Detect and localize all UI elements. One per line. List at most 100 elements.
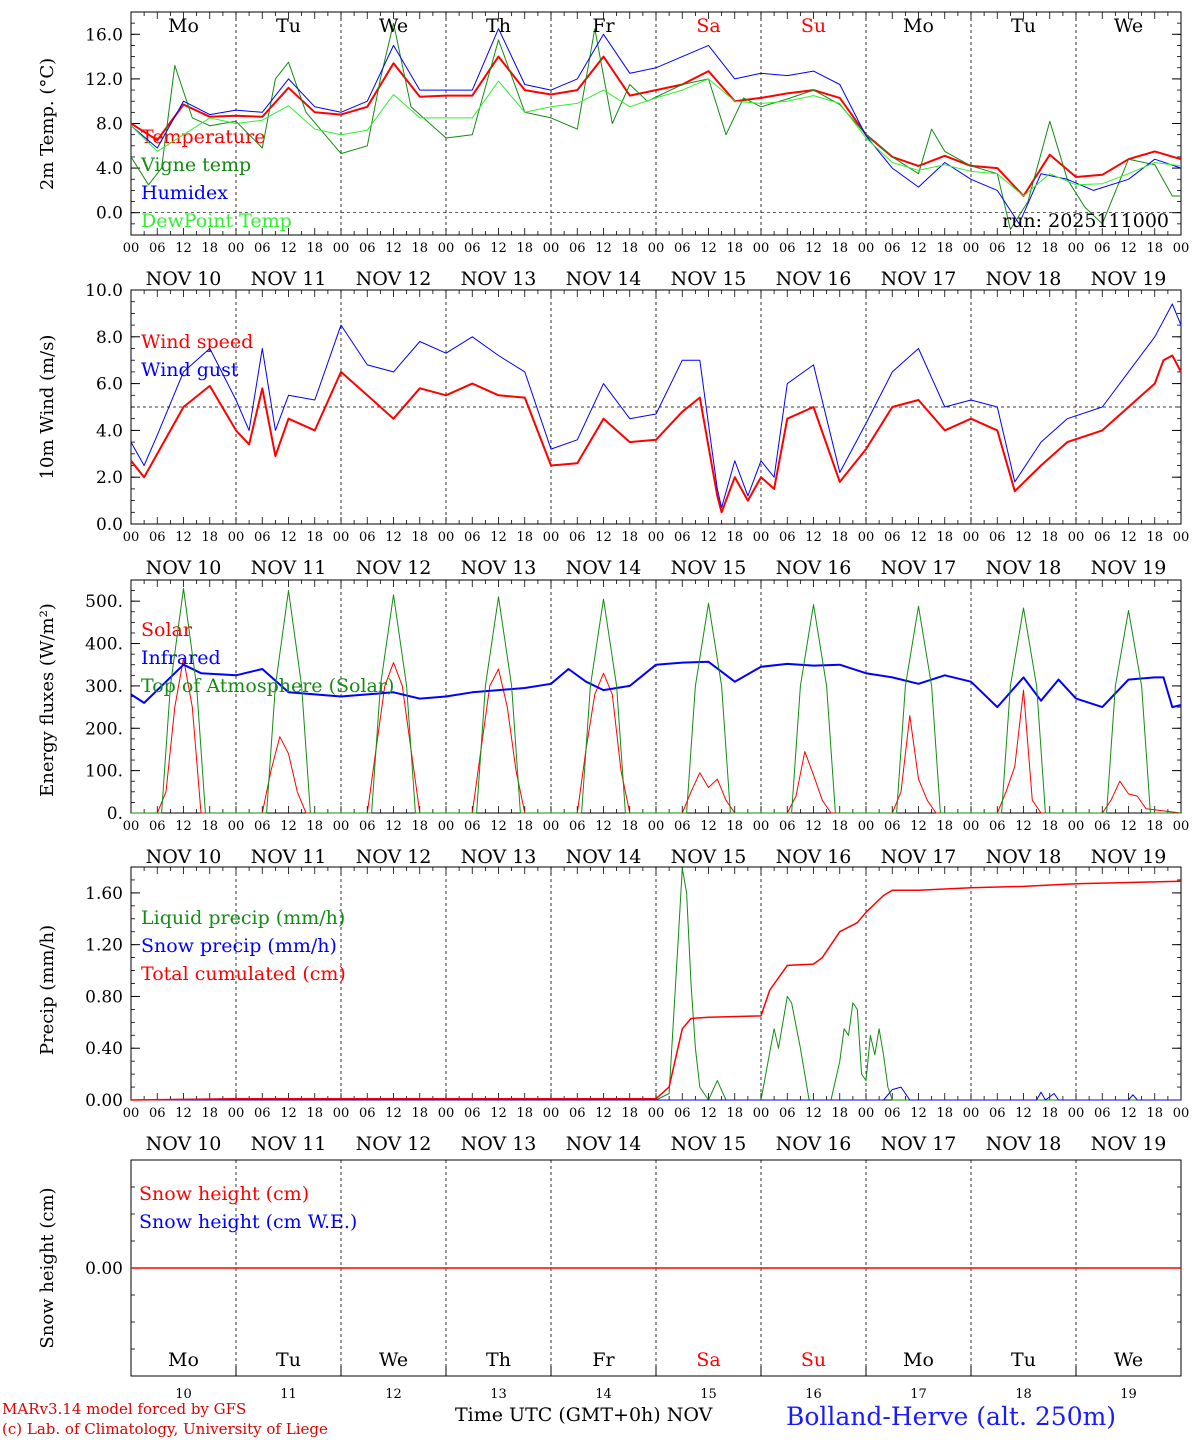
hour-tick-label: 06 [569,819,586,834]
hour-tick-label: 06 [1094,530,1111,545]
hour-tick-label: 12 [595,819,612,834]
hour-tick-label: 06 [674,530,691,545]
y-axis-title: Energy fluxes (W/m²) [37,603,58,797]
hour-tick-label: 00 [1173,530,1190,545]
y-tick-label: 200. [85,719,123,739]
day-number-label: 10 [175,1387,192,1402]
hour-tick-label: 18 [1041,1106,1058,1121]
weekday-label: Mo [168,15,199,37]
date-label: NOV 10 [146,557,222,579]
hour-tick-label: 18 [1146,819,1163,834]
hour-tick-label: 12 [1015,1106,1032,1121]
hour-tick-label: 00 [753,1106,770,1121]
date-label: NOV 18 [986,557,1062,579]
hour-tick-label: 18 [936,241,953,256]
hour-tick-label: 12 [175,819,192,834]
day-number-label: 11 [280,1387,297,1402]
panel-precip: 0.00 0.40 0.80 1.20 1.60 Precip (mm/h) Liquid … [37,866,1189,1155]
weekday-label: Fr [592,1349,615,1371]
weekday-label: Su [801,15,826,37]
hour-tick-label: 06 [989,241,1006,256]
y-axis-title: 10m Wind (m/s) [37,335,58,480]
series-line-energy-2 [131,588,1181,814]
day-number-label: 19 [1120,1387,1137,1402]
hour-tick-label: 00 [543,241,560,256]
panel-wind: 0.0 2.0 4.0 6.0 8.0 10.0 10m Wind (m/s) Wind sp… [37,281,1189,579]
y-tick-label: 400. [85,635,123,655]
y-tick-label: 2.0 [96,468,123,488]
day-number-label: 16 [805,1387,822,1402]
hour-tick-label: 12 [280,241,297,256]
date-label: NOV 14 [566,268,642,290]
hour-tick-label: 18 [516,1106,533,1121]
hour-tick-label: 06 [1094,241,1111,256]
hour-tick-label: 18 [516,241,533,256]
hour-tick-label: 00 [438,819,455,834]
weekday-label: We [1114,15,1143,37]
legend-entry: Wind gust [141,359,239,381]
weekday-label: Tu [276,15,301,37]
date-label: NOV 17 [881,268,957,290]
hour-tick-label: 12 [805,819,822,834]
credit-model: MARv3.14 model forced by GFS [2,1400,247,1418]
hour-tick-label: 00 [333,530,350,545]
hour-tick-label: 06 [359,241,376,256]
date-label: NOV 17 [881,1133,957,1155]
date-label: NOV 14 [566,1133,642,1155]
date-label: NOV 13 [461,1133,537,1155]
hour-tick-label: 12 [1120,241,1137,256]
hour-tick-label: 18 [936,530,953,545]
y-tick-label: 4.0 [96,159,123,179]
hour-tick-label: 18 [201,530,218,545]
hour-tick-label: 06 [989,530,1006,545]
weekday-label: Mo [903,15,934,37]
hour-tick-label: 00 [963,1106,980,1121]
hour-tick-label: 00 [438,530,455,545]
y-tick-label: 16.0 [85,25,123,45]
legend-entry: Top of Atmosphere (Solar) [141,675,394,697]
hour-tick-label: 12 [1015,530,1032,545]
hour-tick-label: 06 [674,241,691,256]
series-line-wind-0 [130,354,1182,514]
date-label: NOV 14 [566,557,642,579]
weekday-label: We [1114,1349,1143,1371]
hour-tick-label: 06 [464,1106,481,1121]
hour-tick-label: 18 [621,1106,638,1121]
hour-tick-label: 12 [280,819,297,834]
date-label: NOV 16 [776,268,852,290]
hour-tick-label: 12 [280,1106,297,1121]
date-label: NOV 16 [776,1133,852,1155]
weekday-label: Fr [592,15,615,37]
legend-entry: Wind speed [141,331,253,353]
date-label: NOV 15 [671,268,747,290]
y-tick-label: 0.00 [85,1091,123,1111]
y-tick-label: 1.20 [85,936,123,956]
y-tick-label: 500. [85,592,123,612]
weekday-label: Sa [696,1349,720,1371]
hour-tick-label: 18 [831,241,848,256]
hour-tick-label: 06 [1094,1106,1111,1121]
hour-tick-label: 00 [858,1106,875,1121]
weekday-label: Tu [1011,15,1036,37]
hour-tick-label: 06 [884,241,901,256]
hour-tick-label: 00 [963,530,980,545]
hour-tick-label: 12 [595,241,612,256]
hour-tick-label: 12 [805,241,822,256]
hour-tick-label: 06 [989,819,1006,834]
series-line-temp-2 [130,28,1182,225]
date-label: NOV 19 [1091,268,1167,290]
hour-tick-label: 18 [621,530,638,545]
hour-tick-label: 12 [595,1106,612,1121]
hour-tick-label: 00 [123,819,140,834]
hour-tick-label: 12 [175,1106,192,1121]
hour-tick-label: 00 [753,819,770,834]
weekday-label: Tu [276,1349,301,1371]
hour-tick-label: 00 [438,1106,455,1121]
series-line-temp-0 [130,55,1182,197]
hour-tick-label: 00 [963,241,980,256]
x-axis-label-month: NOV [666,1404,713,1426]
x-axis-label-time: Time UTC (GMT+0h) [455,1404,661,1426]
legend-entry: Snow height (cm) [139,1183,309,1205]
hour-tick-label: 18 [936,1106,953,1121]
hour-tick-label: 06 [359,819,376,834]
